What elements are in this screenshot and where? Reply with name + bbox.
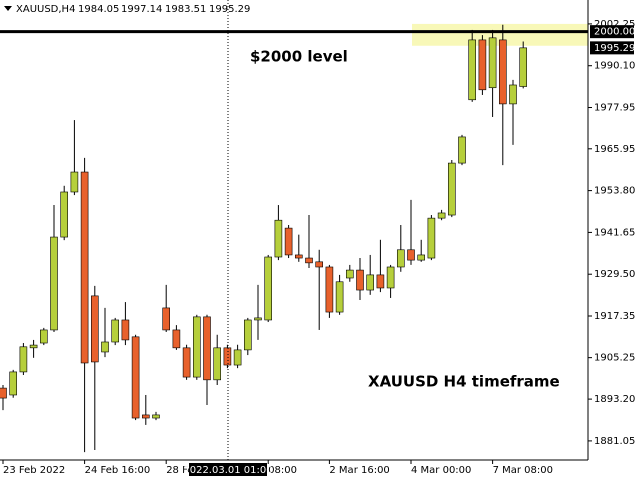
candle-body — [39, 329, 48, 344]
header-open: 1984.05 — [78, 4, 119, 15]
x-tick-label: 4 Mar 00:00 — [411, 465, 471, 476]
level-label-box — [590, 25, 634, 39]
candle-body — [182, 347, 191, 378]
candle-body — [213, 347, 221, 381]
x-tick-label: 08:00 — [268, 465, 297, 476]
y-tick-label: 1893.20 — [594, 394, 635, 405]
candle-body — [519, 47, 528, 87]
crosshair-label-box — [189, 463, 267, 476]
annotation: $2000 level — [250, 48, 348, 66]
candle-body — [376, 274, 385, 289]
collapse-arrow[interactable] — [4, 6, 12, 11]
candle-body — [386, 266, 395, 289]
header-low: 1983.51 — [165, 4, 206, 15]
candle-body — [131, 336, 140, 419]
candle-body — [468, 39, 477, 101]
candle-body — [0, 387, 7, 399]
candle-body — [356, 269, 364, 291]
candle-body — [335, 281, 344, 313]
candle-body — [70, 171, 79, 193]
header-high: 1997.14 — [121, 4, 162, 15]
candle-body — [345, 269, 354, 279]
candle-body — [121, 319, 130, 341]
candle-body — [437, 212, 446, 219]
candle-body — [80, 171, 89, 364]
y-tick-label: 1917.35 — [594, 311, 635, 322]
candle-body — [305, 257, 313, 264]
candle-body — [366, 274, 375, 291]
candle-body — [29, 344, 38, 349]
candle-body — [274, 219, 283, 258]
candle-body — [417, 254, 426, 261]
candle-body — [19, 346, 28, 373]
candle-body — [152, 414, 160, 419]
x-tick-label: 24 Feb 16:00 — [85, 465, 151, 476]
crosshair-label: 2022.03.01 01:00 — [183, 465, 272, 476]
candle-body — [458, 136, 466, 164]
candle-body — [203, 316, 211, 381]
x-tick-label: 2 Mar 16:00 — [329, 465, 389, 476]
candle-body — [254, 317, 262, 321]
level-zone — [412, 23, 588, 46]
header-close: 1995.29 — [209, 4, 250, 15]
candle-body — [284, 227, 293, 256]
candle-body — [325, 266, 334, 313]
candle-body — [50, 236, 58, 331]
plot: 1881.05 1893.20 1905.25 1917.35 1929.50 1941.… — [0, 19, 635, 476]
y-tick-label: 1965.95 — [594, 144, 635, 155]
level-label: 2000.00 — [594, 27, 635, 38]
candle-body — [396, 249, 405, 268]
annotation: XAUUSD H4 timeframe — [368, 373, 560, 391]
x-tick-label: 23 Feb 2022 — [3, 465, 65, 476]
candle-body — [91, 295, 99, 363]
y-tick-label: 1953.80 — [594, 186, 635, 197]
y-tick-label: 1905.25 — [594, 353, 635, 364]
candle-body — [294, 254, 303, 259]
candle-body — [264, 256, 273, 321]
candle-body — [488, 37, 497, 89]
y-tick-label: 1881.05 — [594, 436, 635, 447]
candle-body — [498, 39, 507, 105]
y-tick-label: 1941.65 — [594, 227, 635, 238]
price-label: 1995.29 — [594, 43, 635, 54]
y-tick-label: 1990.10 — [594, 61, 635, 72]
y-tick-label: 1977.95 — [594, 103, 635, 114]
y-tick-label: 1929.50 — [594, 269, 635, 280]
candle-body — [9, 371, 17, 396]
price-label-box — [590, 41, 634, 55]
candle-body — [101, 341, 109, 353]
candle-body — [509, 84, 517, 105]
candle-body — [315, 261, 324, 268]
candle-body — [142, 414, 150, 419]
candle-body — [407, 249, 415, 261]
candle-body — [233, 349, 242, 366]
candle-body — [244, 319, 252, 351]
candle-body — [447, 162, 456, 216]
candle-body — [427, 217, 436, 259]
y-tick-label: 2002.25 — [594, 19, 635, 30]
x-tick-label: 7 Mar 08:00 — [493, 465, 553, 476]
x-tick-label: 28 Feb — [166, 465, 200, 476]
candle-body — [478, 39, 487, 91]
symbol: XAUUSD,H4 — [16, 4, 75, 15]
candle-body — [111, 319, 119, 343]
candle-body — [223, 347, 232, 366]
candle-body — [162, 307, 170, 331]
candle-body — [60, 191, 69, 238]
candle-body — [193, 316, 201, 378]
candle-body — [172, 329, 181, 349]
